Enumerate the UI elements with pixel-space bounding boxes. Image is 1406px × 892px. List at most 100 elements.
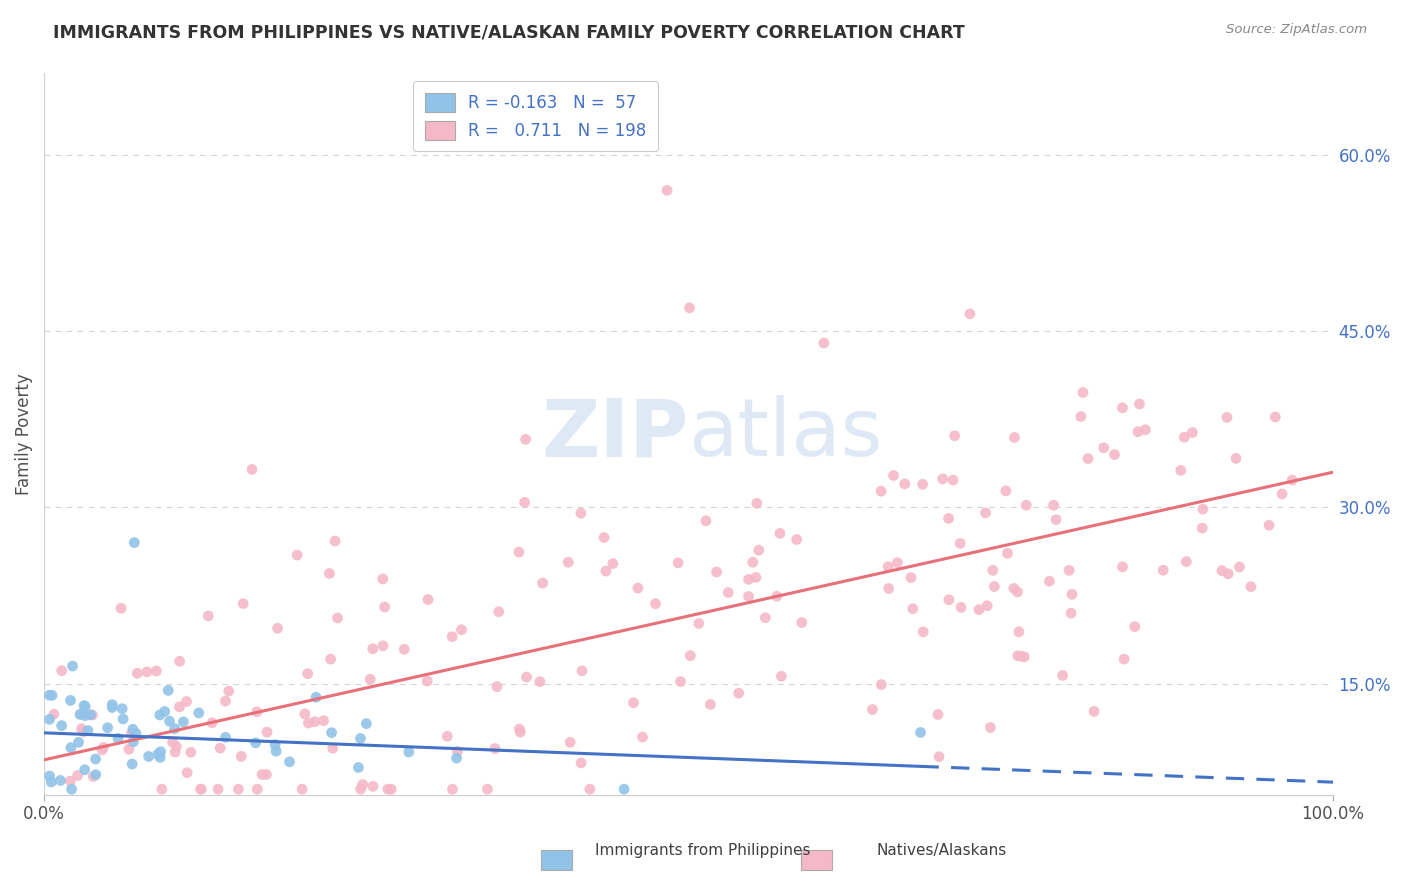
- Point: [326, 611, 349, 625]
- Point: [569, 506, 592, 520]
- Point: [97, 721, 120, 735]
- Point: [73, 763, 96, 777]
- Point: [1010, 649, 1032, 664]
- Point: [228, 782, 250, 797]
- Point: [1002, 582, 1025, 596]
- Point: [70, 722, 93, 736]
- Point: [655, 183, 678, 197]
- Point: [285, 548, 308, 562]
- Y-axis label: Family Poverty: Family Poverty: [15, 373, 32, 495]
- Point: [741, 555, 763, 569]
- Point: [176, 695, 198, 709]
- Point: [1060, 587, 1083, 601]
- Point: [312, 714, 335, 728]
- Point: [1008, 624, 1031, 639]
- Point: [162, 735, 184, 749]
- Point: [644, 597, 666, 611]
- Point: [748, 543, 770, 558]
- Point: [79, 707, 101, 722]
- Text: Natives/Alaskans: Natives/Alaskans: [877, 843, 1007, 858]
- Point: [938, 511, 960, 525]
- Point: [264, 744, 287, 758]
- Point: [361, 641, 384, 656]
- Point: [107, 731, 129, 746]
- Point: [1258, 518, 1281, 533]
- Point: [959, 307, 981, 321]
- Point: [165, 739, 187, 754]
- Point: [1004, 430, 1026, 444]
- Point: [121, 723, 143, 737]
- Point: [813, 336, 835, 351]
- Point: [737, 572, 759, 586]
- Point: [1218, 566, 1240, 581]
- Point: [73, 708, 96, 723]
- Point: [569, 756, 592, 770]
- Point: [291, 782, 314, 797]
- Point: [870, 677, 893, 691]
- Point: [73, 698, 96, 713]
- Point: [101, 698, 124, 712]
- Legend: R = -0.163   N =  57, R =   0.711   N = 198: R = -0.163 N = 57, R = 0.711 N = 198: [413, 81, 658, 152]
- Point: [278, 755, 301, 769]
- Point: [209, 741, 232, 756]
- Text: atlas: atlas: [689, 395, 883, 473]
- Point: [1170, 463, 1192, 477]
- Point: [1070, 409, 1092, 424]
- Point: [41, 689, 63, 703]
- Point: [377, 782, 399, 797]
- Point: [509, 725, 531, 739]
- Point: [245, 736, 267, 750]
- Point: [983, 580, 1005, 594]
- Point: [294, 706, 316, 721]
- Point: [877, 582, 900, 596]
- Point: [51, 718, 73, 732]
- Point: [66, 768, 89, 782]
- Point: [1104, 448, 1126, 462]
- Point: [1112, 652, 1135, 666]
- Point: [153, 705, 176, 719]
- Point: [560, 735, 582, 749]
- Point: [1042, 498, 1064, 512]
- Point: [927, 707, 949, 722]
- Text: Immigrants from Philippines: Immigrants from Philippines: [595, 843, 811, 858]
- Point: [321, 725, 343, 739]
- Point: [264, 738, 287, 752]
- Point: [943, 428, 966, 442]
- Point: [304, 714, 326, 729]
- Point: [446, 751, 468, 765]
- Point: [190, 782, 212, 797]
- Point: [67, 735, 90, 749]
- Point: [484, 741, 506, 756]
- Point: [91, 740, 114, 755]
- Point: [42, 707, 65, 722]
- Point: [976, 599, 998, 613]
- Point: [84, 767, 107, 781]
- Point: [62, 659, 84, 673]
- Point: [1128, 397, 1150, 411]
- Point: [508, 722, 530, 736]
- Point: [145, 664, 167, 678]
- Text: IMMIGRANTS FROM PHILIPPINES VS NATIVE/ALASKAN FAMILY POVERTY CORRELATION CHART: IMMIGRANTS FROM PHILIPPINES VS NATIVE/AL…: [53, 23, 965, 41]
- Point: [1191, 521, 1213, 535]
- Point: [745, 570, 768, 584]
- Point: [73, 724, 96, 739]
- Point: [529, 674, 551, 689]
- Point: [900, 571, 922, 585]
- Point: [51, 664, 73, 678]
- Point: [513, 495, 536, 509]
- Point: [938, 592, 960, 607]
- Point: [515, 433, 537, 447]
- Point: [201, 715, 224, 730]
- Point: [349, 782, 371, 797]
- Point: [165, 745, 187, 759]
- Point: [727, 686, 749, 700]
- Point: [870, 484, 893, 499]
- Point: [1092, 441, 1115, 455]
- Point: [579, 782, 602, 797]
- Point: [997, 546, 1019, 560]
- Point: [766, 589, 789, 603]
- Point: [994, 483, 1017, 498]
- Point: [717, 585, 740, 599]
- Point: [949, 536, 972, 550]
- Point: [446, 744, 468, 758]
